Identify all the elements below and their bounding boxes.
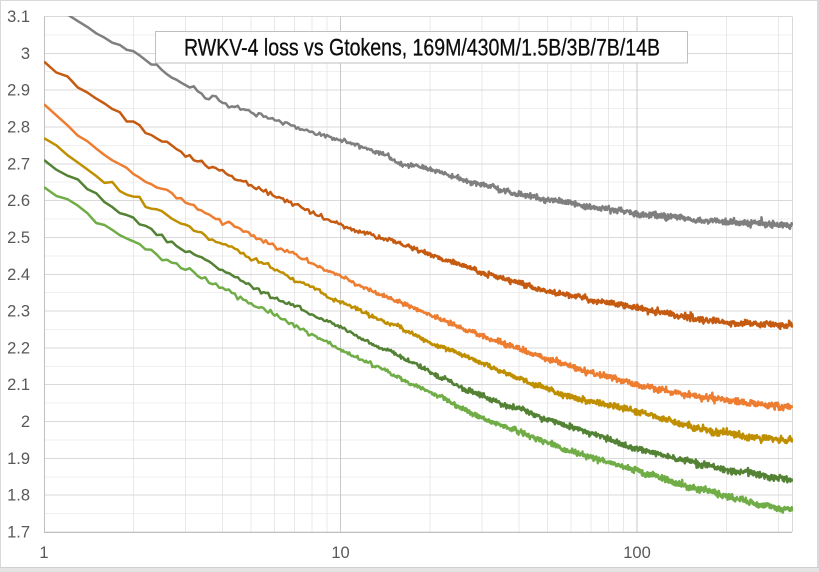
svg-text:2.7: 2.7 <box>7 155 30 173</box>
svg-text:2.1: 2.1 <box>7 376 30 394</box>
svg-text:3.1: 3.1 <box>7 8 30 26</box>
svg-text:1: 1 <box>39 544 48 562</box>
svg-text:10: 10 <box>331 544 349 562</box>
svg-text:100: 100 <box>623 544 651 562</box>
svg-text:2.6: 2.6 <box>7 192 30 210</box>
svg-text:RWKV-4 loss vs Gtokens, 169M/4: RWKV-4 loss vs Gtokens, 169M/430M/1.5B/3… <box>184 35 660 62</box>
svg-text:2.4: 2.4 <box>7 266 30 284</box>
svg-text:2.8: 2.8 <box>7 119 30 137</box>
svg-text:1.9: 1.9 <box>7 450 30 468</box>
svg-text:1.8: 1.8 <box>7 487 30 505</box>
svg-text:2.3: 2.3 <box>7 303 30 321</box>
svg-text:2.2: 2.2 <box>7 339 30 357</box>
svg-text:1.7: 1.7 <box>7 524 30 542</box>
svg-text:2.9: 2.9 <box>7 82 30 100</box>
svg-text:2: 2 <box>21 413 30 431</box>
svg-text:3: 3 <box>21 45 30 63</box>
svg-text:2.5: 2.5 <box>7 229 30 247</box>
